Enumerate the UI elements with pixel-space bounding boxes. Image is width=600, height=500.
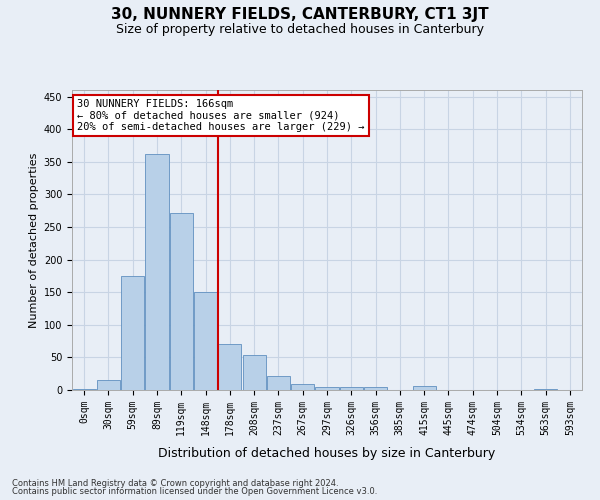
Bar xyxy=(145,154,169,390)
Bar xyxy=(413,386,436,390)
Bar xyxy=(340,388,363,390)
Text: Contains HM Land Registry data © Crown copyright and database right 2024.: Contains HM Land Registry data © Crown c… xyxy=(12,478,338,488)
Text: 30, NUNNERY FIELDS, CANTERBURY, CT1 3JT: 30, NUNNERY FIELDS, CANTERBURY, CT1 3JT xyxy=(111,8,489,22)
Y-axis label: Number of detached properties: Number of detached properties xyxy=(29,152,40,328)
Bar xyxy=(121,276,144,390)
Text: 30 NUNNERY FIELDS: 166sqm
← 80% of detached houses are smaller (924)
20% of semi: 30 NUNNERY FIELDS: 166sqm ← 80% of detac… xyxy=(77,99,365,132)
Bar xyxy=(316,388,338,390)
Bar xyxy=(170,212,193,390)
Bar xyxy=(291,384,314,390)
Bar xyxy=(194,292,217,390)
Bar xyxy=(534,388,557,390)
Bar xyxy=(218,344,241,390)
Bar xyxy=(267,376,290,390)
Bar xyxy=(242,356,266,390)
Text: Contains public sector information licensed under the Open Government Licence v3: Contains public sector information licen… xyxy=(12,487,377,496)
Bar xyxy=(364,386,387,390)
Text: Distribution of detached houses by size in Canterbury: Distribution of detached houses by size … xyxy=(158,448,496,460)
Text: Size of property relative to detached houses in Canterbury: Size of property relative to detached ho… xyxy=(116,22,484,36)
Bar xyxy=(73,388,95,390)
Bar xyxy=(97,380,120,390)
